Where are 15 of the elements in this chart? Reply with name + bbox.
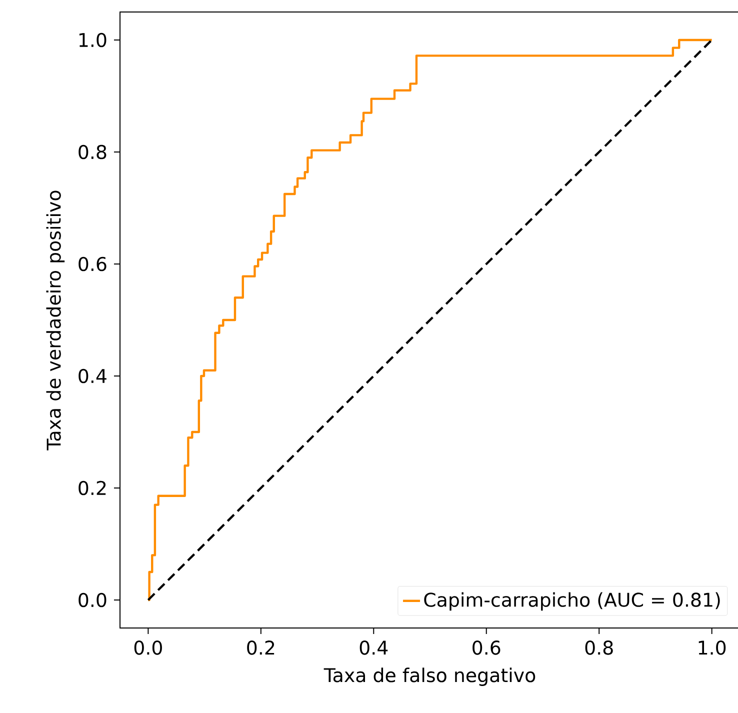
y-tick-label: 1.0 [79,32,106,48]
y-tick-label: 0.0 [78,592,106,608]
x-tick-label: 0.2 [247,640,274,655]
y-tick-label: 0.8 [78,144,106,160]
x-tick-label: 0.0 [134,640,162,655]
x-tick-label: 0.4 [360,640,388,655]
x-tick-label: 0.6 [472,640,500,655]
y-axis-title: Taxa de verdadeiro positivo [46,190,65,450]
y-tick-label: 0.2 [78,480,106,496]
y-tick-label: 0.6 [78,256,106,272]
legend-label: Capim-carrapicho (AUC = 0.81) [424,592,720,611]
x-axis-title: Taxa de falso negativo [324,668,536,686]
x-tick-label: 1.0 [698,640,726,655]
x-tick-label: 0.8 [585,640,613,655]
y-tick-label: 0.4 [78,368,106,384]
